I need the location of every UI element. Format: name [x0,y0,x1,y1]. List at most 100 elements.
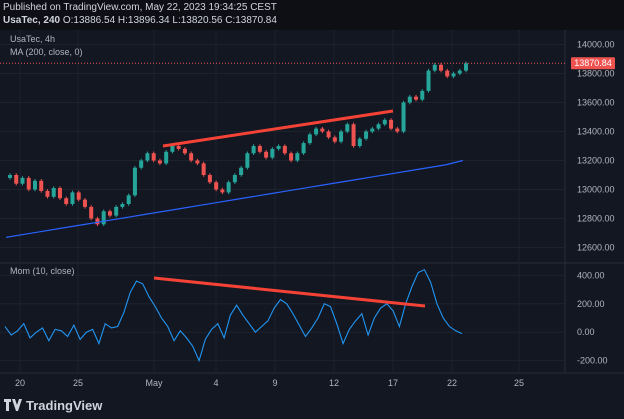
candle [357,138,362,146]
last-price-tag [571,57,615,70]
published-text: Published on TradingView.com, May 22, 20… [3,2,277,13]
candle [407,96,412,103]
candle [132,167,137,196]
candle [39,180,44,191]
candle [8,175,12,178]
candle [189,153,194,161]
brand-name: TradingView [26,398,103,413]
candle [414,96,419,100]
candle [82,199,87,207]
candle [151,153,156,161]
candle [164,151,169,164]
candle [295,153,300,161]
candle [207,175,212,183]
candle [314,128,319,135]
candle [420,90,425,100]
candle [89,206,94,219]
candle [251,146,256,154]
candle [195,160,200,164]
momentum-trendline [153,276,426,308]
candle [14,175,19,184]
mom-y-tick: 0.00 [577,327,595,337]
momentum-line [4,268,463,363]
candle [320,128,325,132]
candle [220,189,225,193]
x-tick-label: 4 [213,378,218,388]
mom-y-tick: 400.00 [577,270,605,280]
candle [26,177,31,190]
candle [64,198,69,204]
candle [264,151,269,158]
candle [76,192,81,200]
x-tick-label: 20 [15,378,25,388]
candle [339,131,344,142]
tradingview-icon [4,399,22,411]
symbol-interval: UsaTec, 240 [3,15,61,26]
candle [382,119,387,125]
price-y-tick: 13400.00 [577,127,615,137]
legend-symbol: UsaTec, 4h [10,34,56,44]
candle [70,192,75,204]
price-scale-bg [565,30,624,375]
last-price-label: 13870.84 [574,58,612,68]
mom-y-tick: 200.00 [577,299,605,309]
legend-ma: MA (200, close, 0) [10,47,83,57]
candle [114,206,119,216]
price-trendline [162,109,394,148]
candle [307,134,312,144]
legend-mom: Mom (10, close) [10,266,75,276]
candle [451,73,456,77]
candle [126,195,131,204]
candle [276,146,281,149]
candle [57,188,62,199]
candle [45,190,50,197]
mom-y-tick: -200.00 [577,356,608,366]
candle [345,124,350,132]
candle [289,153,294,161]
x-tick-label: 9 [272,378,277,388]
candle [351,124,356,146]
x-tick-label: 25 [73,378,83,388]
candle [426,70,431,91]
price-y-tick: 13600.00 [577,98,615,108]
candle [182,148,187,154]
price-y-tick: 13200.00 [577,156,615,166]
ohlc-values: O:13886.54 H:13896.34 L:13820.56 C:13870… [62,15,277,26]
candle [170,146,175,152]
candle [364,131,369,139]
candle [389,119,394,129]
candle [101,211,106,225]
candle [95,218,100,225]
candle [239,167,244,175]
candle [401,102,406,132]
candle [107,211,112,216]
candle [282,146,287,154]
candle [226,182,231,193]
candle [439,64,444,71]
candle [145,153,150,161]
candle [301,143,306,154]
candle [395,128,400,132]
x-tick-label: May [145,378,163,388]
x-tick-label: 17 [388,378,398,388]
candle [445,70,450,77]
candle [157,160,162,164]
tradingview-logo: TradingView [4,398,102,413]
candle [232,175,237,183]
price-y-tick: 13000.00 [577,185,615,195]
chart-header: Published on TradingView.com, May 22, 20… [0,0,624,30]
candle [370,128,375,132]
candle [326,131,331,138]
candle [139,160,144,168]
candle [332,137,337,142]
x-tick-label: 22 [447,378,457,388]
x-tick-label: 12 [329,378,339,388]
candle [20,177,25,184]
candle [201,163,206,175]
price-y-tick: 12800.00 [577,214,615,224]
candle [457,70,462,74]
candle [245,153,250,168]
candle [432,64,437,71]
candle [32,180,37,190]
